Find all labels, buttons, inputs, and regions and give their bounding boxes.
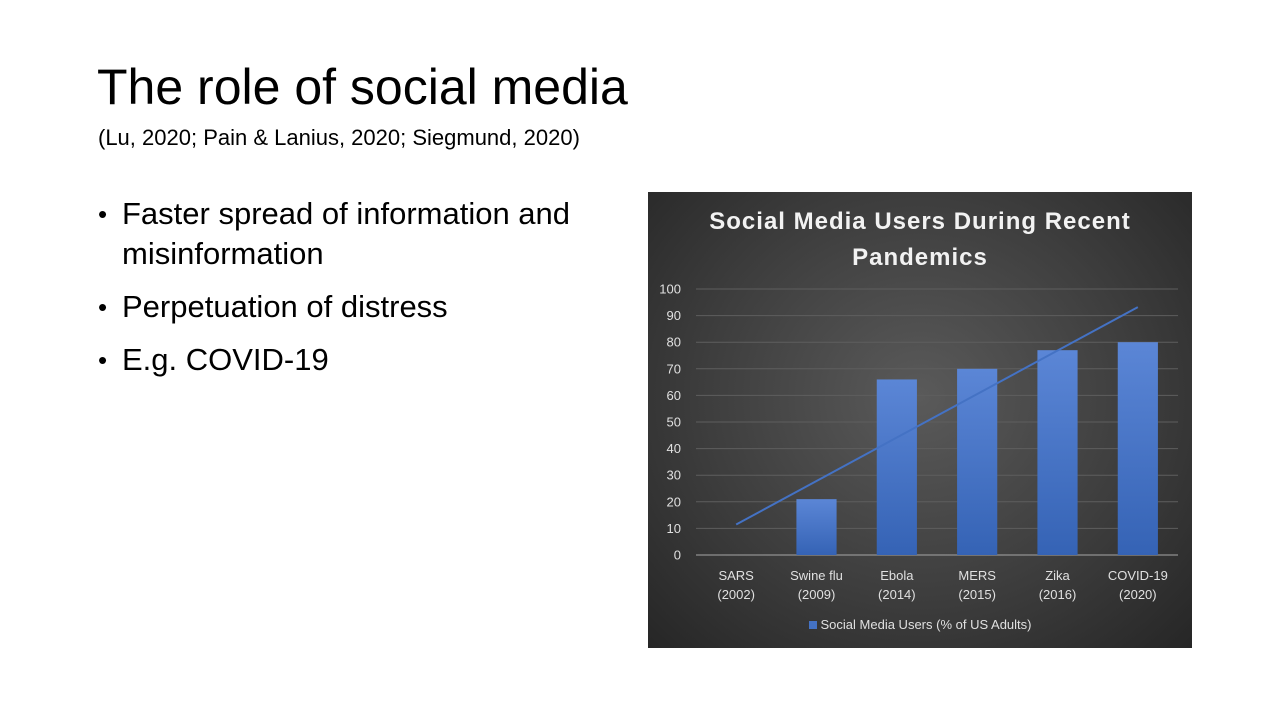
y-tick-label: 90 [667, 308, 681, 323]
y-tick-label: 80 [667, 335, 681, 350]
bullet-list: • Faster spread of information and misinf… [98, 194, 638, 393]
chart: Social Media Users During Recent Pandemi… [648, 192, 1192, 648]
bullet-dot-icon: • [98, 345, 108, 375]
y-tick-label: 30 [667, 468, 681, 483]
y-tick-label: 70 [667, 361, 681, 376]
bar [796, 499, 837, 555]
bullet-text: Faster spread of information and misinfo… [122, 196, 571, 271]
slide-title: The role of social media [97, 59, 628, 115]
bullet-dot-icon: • [98, 292, 108, 322]
x-tick-label: (2014) [878, 587, 916, 602]
bullet-text: E.g. COVID-19 [122, 342, 329, 377]
y-tick-label: 20 [667, 494, 681, 509]
x-tick-label: (2009) [798, 587, 836, 602]
bullet-item: • E.g. COVID-19 [98, 340, 638, 380]
x-tick-label: MERS [958, 568, 996, 583]
x-tick-label: (2002) [717, 587, 755, 602]
legend-swatch [808, 620, 817, 629]
x-tick-label: (2016) [1039, 587, 1077, 602]
x-tick-label: (2015) [958, 587, 996, 602]
x-tick-label: COVID-19 [1108, 568, 1168, 583]
slide-subtitle: (Lu, 2020; Pain & Lanius, 2020; Siegmund… [98, 125, 580, 150]
trendline [735, 306, 1139, 526]
bar [1037, 350, 1078, 555]
chart-legend: Social Media Users (% of US Adults) [648, 617, 1192, 632]
bar [957, 368, 998, 555]
y-tick-label: 50 [667, 415, 681, 430]
bar [1117, 342, 1158, 555]
legend-label: Social Media Users (% of US Adults) [820, 617, 1032, 632]
y-tick-label: 10 [667, 521, 681, 536]
y-tick-label: 100 [659, 282, 681, 297]
y-tick-label: 40 [667, 441, 681, 456]
x-tick-label: (2020) [1119, 587, 1157, 602]
y-tick-label: 0 [674, 548, 681, 563]
x-tick-label: Ebola [880, 568, 914, 583]
chart-title: Social Media Users During Recent Pandemi… [709, 208, 1131, 271]
x-tick-label: Swine flu [790, 568, 843, 583]
bullet-item: • Faster spread of information and misinf… [98, 194, 638, 274]
bullet-text: Perpetuation of distress [122, 289, 448, 324]
x-tick-label: Zika [1045, 568, 1070, 583]
bullet-item: • Perpetuation of distress [98, 287, 638, 327]
bar [876, 379, 917, 555]
x-tick-label: SARS [718, 568, 754, 583]
chart-plot: 0 10 20 30 40 50 60 70 80 90 100 SARS (2002) Swine fl… [659, 282, 1178, 602]
y-tick-label: 60 [667, 388, 681, 403]
bullet-dot-icon: • [98, 199, 108, 229]
